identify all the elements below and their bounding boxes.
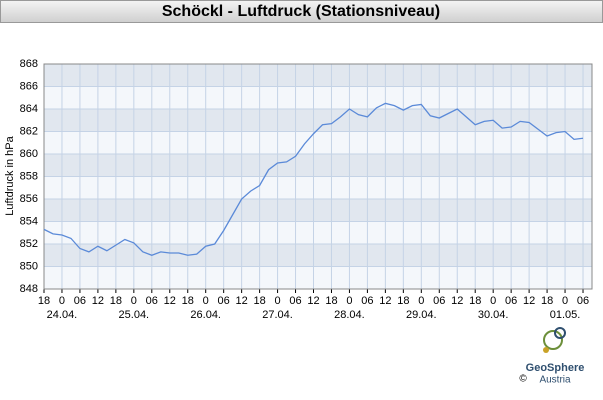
y-tick-label: 862 xyxy=(20,125,38,137)
grid-band xyxy=(44,154,592,177)
x-tick-label: 06 xyxy=(505,295,517,307)
x-tick-label: 0 xyxy=(275,295,281,307)
logo-dot xyxy=(543,347,549,353)
y-tick-label: 850 xyxy=(20,260,38,272)
x-tick-label: 06 xyxy=(289,295,301,307)
x-day-label: 27.04. xyxy=(262,309,293,321)
grid-band xyxy=(44,64,592,87)
logo-name: GeoSphere xyxy=(526,362,585,374)
x-tick-label: 18 xyxy=(469,295,481,307)
x-day-label: 26.04. xyxy=(190,309,221,321)
logo-ring xyxy=(543,330,563,350)
x-tick-label: 12 xyxy=(523,295,535,307)
x-day-label: 30.04. xyxy=(478,309,509,321)
x-tick-label: 0 xyxy=(346,295,352,307)
x-tick-label: 06 xyxy=(433,295,445,307)
x-tick-label: 18 xyxy=(38,295,50,307)
plot-frame xyxy=(43,63,593,290)
x-tick-label: 12 xyxy=(164,295,176,307)
x-day-label: 01.05. xyxy=(550,309,581,321)
x-tick-label: 06 xyxy=(361,295,373,307)
x-tick-label: 18 xyxy=(541,295,553,307)
x-tick-label: 12 xyxy=(92,295,104,307)
x-tick-label: 0 xyxy=(562,295,568,307)
x-tick-label: 0 xyxy=(131,295,137,307)
grid-band xyxy=(44,199,592,222)
x-tick-label: 06 xyxy=(146,295,158,307)
x-tick-label: 12 xyxy=(379,295,391,307)
x-tick-label: 12 xyxy=(451,295,463,307)
y-tick-label: 854 xyxy=(20,215,38,227)
x-tick-label: 06 xyxy=(218,295,230,307)
logo: GeoSphere Austria © xyxy=(519,327,585,386)
y-tick-label: 866 xyxy=(20,80,38,92)
y-tick-label: 864 xyxy=(20,103,38,115)
x-tick-label: 18 xyxy=(325,295,337,307)
x-tick-label: 06 xyxy=(577,295,589,307)
grid-band xyxy=(44,109,592,132)
y-tick-label: 856 xyxy=(20,193,38,205)
data-line xyxy=(43,102,584,256)
x-day-label: 25.04. xyxy=(119,309,150,321)
y-tick-label: 852 xyxy=(20,238,38,250)
x-tick-label: 12 xyxy=(236,295,248,307)
grid-band xyxy=(44,244,592,267)
credit: © xyxy=(519,374,527,385)
x-tick-label: 0 xyxy=(203,295,209,307)
x-tick-label: 06 xyxy=(74,295,86,307)
y-tick-label: 858 xyxy=(20,170,38,182)
x-tick-label: 0 xyxy=(59,295,65,307)
x-tick-label: 18 xyxy=(182,295,194,307)
x-tick-label: 18 xyxy=(110,295,122,307)
logo-ring xyxy=(554,327,566,339)
x-day-label: 24.04. xyxy=(47,309,78,321)
x-day-label: 28.04. xyxy=(334,309,365,321)
x-tick-label: 12 xyxy=(307,295,319,307)
y-tick-label: 860 xyxy=(20,148,38,160)
logo-sub: Austria xyxy=(539,375,571,386)
y-axis-label: Luftdruck in hPa xyxy=(4,135,16,215)
x-tick-label: 0 xyxy=(490,295,496,307)
x-day-label: 29.04. xyxy=(406,309,437,321)
y-tick-label: 868 xyxy=(20,58,38,70)
x-tick-label: 0 xyxy=(418,295,424,307)
x-tick-label: 18 xyxy=(253,295,265,307)
chart-title: Schöckl - Luftdruck (Stationsniveau) xyxy=(162,3,440,20)
x-tick-label: 18 xyxy=(397,295,409,307)
y-tick-label: 848 xyxy=(20,283,38,295)
